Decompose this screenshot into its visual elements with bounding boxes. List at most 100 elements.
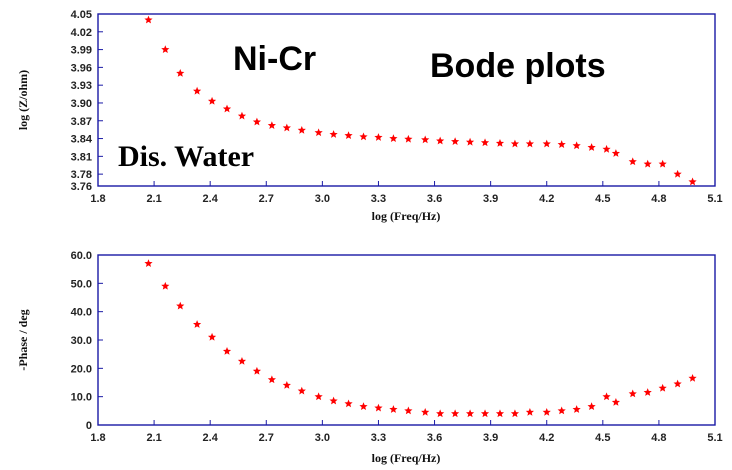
phase-y-tick-label: 20.0 [71,363,92,375]
phase-panel: 1.8 2.1 2.4 2.7 3.0 3.3 3.6 3.9 4.2 4.5 4.8 5.1 0 10… [16,250,723,465]
phase-data-point [314,392,323,401]
material-annotation: Ni-Cr [233,40,316,78]
phase-x-tick-label: 2.4 [203,432,219,444]
impedance-data-point [658,159,667,168]
impedance-data-point [344,131,353,140]
impedance-data-point [495,139,505,147]
bode-plots-annotation: Bode plots [430,47,606,85]
impedance-y-tick-label: 4.02 [71,27,92,39]
phase-data-point [176,301,185,310]
impedance-data-point [282,123,291,132]
impedance-data-point [602,144,611,153]
phase-x-tick-label: 3.0 [315,432,330,444]
impedance-data-point [587,143,596,151]
impedance-data-point [557,140,566,148]
phase-data-point [465,409,475,418]
impedance-y-tick-label: 3.81 [71,151,92,163]
impedance-data-point [542,139,551,148]
impedance-y-tick-label: 3.76 [71,181,92,193]
impedance-x-tick-label: 3.6 [427,193,442,205]
phase-data-point [144,259,153,267]
impedance-data-point [161,45,170,54]
impedance-y-tick-label: 3.99 [71,45,92,57]
phase-data-point [436,409,445,418]
impedance-data-point [193,86,202,95]
impedance-data-point [222,104,232,113]
impedance-x-tick-label: 3.3 [371,193,386,205]
impedance-data-point [267,121,276,129]
medium-annotation: Dis. Water [118,140,254,173]
phase-x-tick-label: 4.5 [595,432,610,444]
phase-x-tick-label: 2.7 [259,432,274,444]
phase-y-tick-label: 60.0 [71,250,92,262]
phase-data-point [557,406,566,415]
impedance-data-point [525,139,534,148]
phase-y-tick-label: 40.0 [71,307,92,319]
impedance-data-point [144,15,153,24]
phase-data-point [572,405,581,413]
impedance-x-tick-label: 4.5 [595,193,610,205]
phase-data-point [161,281,170,290]
phase-data-point [673,379,682,388]
impedance-data-point [252,117,262,126]
phase-data-point [611,398,620,406]
phase-data-point [344,399,353,408]
phase-data-point [193,320,202,328]
impedance-x-tick-label: 2.4 [203,193,219,205]
phase-x-tick-label: 3.3 [371,432,386,444]
phase-data-point [329,396,338,405]
impedance-data-point [465,137,475,146]
phase-x-tick-label: 4.2 [539,432,554,444]
impedance-x-tick-label: 3.9 [483,193,498,205]
phase-data-point [207,332,217,341]
impedance-data-point [436,136,445,145]
impedance-data-point [374,133,383,141]
impedance-data-point [451,137,460,145]
phase-y-tick-label: 30.0 [71,335,92,347]
impedance-data-point [207,96,217,105]
impedance-data-point [329,130,338,138]
phase-points [144,259,697,418]
phase-data-point [658,383,667,392]
phase-data-point [542,407,551,416]
phase-data-point [359,402,368,411]
phase-x-tick-label: 3.9 [483,432,498,444]
phase-data-point [525,407,534,416]
phase-data-point [222,347,232,355]
impedance-x-ticks: 1.8 2.1 2.4 2.7 3.0 3.3 3.6 3.9 4.2 4.5 4.8 5.1 [90,181,723,205]
impedance-data-point [237,111,247,120]
impedance-data-point [359,132,368,141]
impedance-data-point [643,159,652,168]
phase-data-point [602,392,611,401]
impedance-data-point [572,141,581,150]
impedance-panel: 1.8 2.1 2.4 2.7 3.0 3.3 3.6 3.9 4.2 4.5 4.8 5.1 3.7… [16,9,723,223]
phase-data-point [421,407,430,416]
impedance-x-tick-label: 3.0 [315,193,330,205]
phase-data-point [510,409,520,418]
impedance-x-tick-label: 2.1 [146,193,161,205]
phase-data-point [282,381,291,389]
impedance-x-tick-label: 5.1 [707,193,722,205]
phase-data-point [404,406,413,415]
phase-data-point [495,409,505,418]
phase-data-point [267,375,276,384]
impedance-y-ticks: 3.763.78 3.81 3.84 3.87 3.90 3.93 3.96 3.99 4.02… [71,9,103,193]
impedance-data-point [480,138,490,147]
phase-data-point [643,388,652,396]
impedance-x-tick-label: 4.8 [651,193,666,205]
impedance-data-point [176,69,185,77]
phase-x-tick-label: 1.8 [90,432,105,444]
impedance-x-tick-label: 2.7 [259,193,274,205]
impedance-points [144,15,697,186]
phase-data-point [252,366,262,375]
impedance-data-point [510,139,520,148]
phase-y-axis-label: -Phase / deg [16,309,30,370]
impedance-y-axis-label: log (Z/ohm) [16,70,30,130]
phase-x-tick-label: 2.1 [146,432,161,444]
impedance-y-tick-label: 3.96 [71,62,92,74]
impedance-data-point [314,128,323,137]
phase-data-point [688,373,697,382]
phase-y-tick-label: 10.0 [71,392,92,404]
impedance-data-point [611,149,620,157]
